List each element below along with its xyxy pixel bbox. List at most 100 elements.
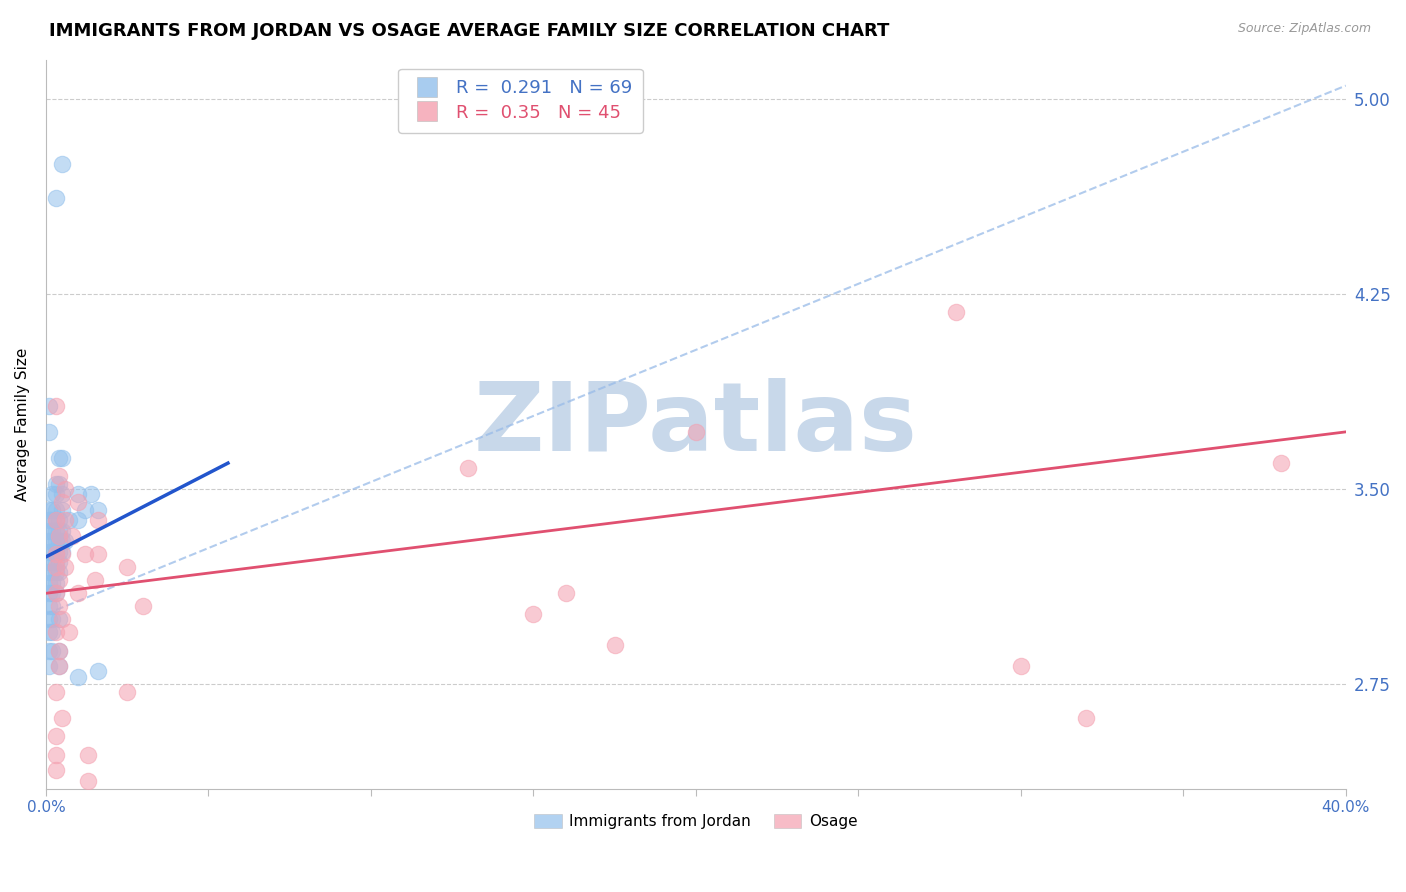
Point — [522, 607, 544, 621]
Point — [51, 544, 73, 558]
Point — [1010, 659, 1032, 673]
Point — [77, 773, 100, 788]
Point — [45, 685, 67, 699]
Point — [45, 586, 67, 600]
Point — [48, 477, 70, 491]
Point — [41, 544, 63, 558]
Point — [55, 513, 77, 527]
Point — [38, 513, 60, 527]
Point — [87, 665, 110, 679]
Point — [51, 503, 73, 517]
Point — [41, 586, 63, 600]
Point — [48, 450, 70, 465]
Point — [41, 534, 63, 549]
Point — [67, 487, 90, 501]
Point — [48, 469, 70, 483]
Point — [45, 513, 67, 527]
Point — [38, 425, 60, 439]
Point — [48, 544, 70, 558]
Point — [603, 638, 626, 652]
Point — [48, 513, 70, 527]
Point — [38, 566, 60, 580]
Point — [67, 513, 90, 527]
Point — [45, 190, 67, 204]
Point — [1270, 456, 1292, 470]
Point — [45, 477, 67, 491]
Point — [45, 747, 67, 762]
Point — [41, 555, 63, 569]
Point — [51, 711, 73, 725]
Point — [55, 560, 77, 574]
Point — [48, 659, 70, 673]
Point — [45, 513, 67, 527]
Y-axis label: Average Family Size: Average Family Size — [15, 347, 30, 500]
Point — [80, 487, 103, 501]
Point — [51, 534, 73, 549]
Point — [115, 685, 138, 699]
Point — [554, 586, 576, 600]
Point — [38, 399, 60, 413]
Point — [41, 575, 63, 590]
Point — [48, 612, 70, 626]
Point — [38, 659, 60, 673]
Point — [83, 574, 105, 588]
Point — [48, 643, 70, 657]
Point — [41, 566, 63, 580]
Text: IMMIGRANTS FROM JORDAN VS OSAGE AVERAGE FAMILY SIZE CORRELATION CHART: IMMIGRANTS FROM JORDAN VS OSAGE AVERAGE … — [49, 22, 890, 40]
Point — [45, 524, 67, 538]
Point — [87, 503, 110, 517]
Point — [48, 555, 70, 569]
Point — [87, 513, 110, 527]
Point — [41, 513, 63, 527]
Point — [38, 534, 60, 549]
Point — [45, 560, 67, 574]
Point — [457, 461, 479, 475]
Point — [45, 730, 67, 744]
Point — [38, 503, 60, 517]
Point — [45, 555, 67, 569]
Point — [48, 599, 70, 614]
Point — [51, 524, 73, 538]
Point — [45, 764, 67, 778]
Point — [38, 575, 60, 590]
Point — [38, 599, 60, 614]
Point — [38, 544, 60, 558]
Point — [60, 529, 83, 543]
Point — [41, 612, 63, 626]
Point — [51, 495, 73, 509]
Point — [41, 503, 63, 517]
Point — [51, 157, 73, 171]
Point — [41, 643, 63, 657]
Point — [48, 524, 70, 538]
Point — [38, 643, 60, 657]
Point — [51, 487, 73, 501]
Text: Source: ZipAtlas.com: Source: ZipAtlas.com — [1237, 22, 1371, 36]
Point — [685, 425, 707, 439]
Point — [38, 625, 60, 640]
Text: ZIPatlas: ZIPatlas — [474, 377, 918, 471]
Point — [55, 482, 77, 496]
Point — [67, 586, 90, 600]
Point — [73, 503, 96, 517]
Point — [73, 547, 96, 561]
Point — [41, 487, 63, 501]
Point — [45, 544, 67, 558]
Point — [45, 399, 67, 413]
Point — [41, 625, 63, 640]
Point — [48, 529, 70, 543]
Point — [77, 747, 100, 762]
Point — [67, 495, 90, 509]
Point — [41, 599, 63, 614]
Point — [38, 586, 60, 600]
Point — [48, 574, 70, 588]
Point — [45, 566, 67, 580]
Point — [38, 612, 60, 626]
Point — [945, 305, 967, 319]
Point — [51, 612, 73, 626]
Point — [45, 625, 67, 640]
Point — [67, 670, 90, 684]
Point — [115, 560, 138, 574]
Point — [48, 643, 70, 657]
Point — [55, 534, 77, 549]
Point — [41, 524, 63, 538]
